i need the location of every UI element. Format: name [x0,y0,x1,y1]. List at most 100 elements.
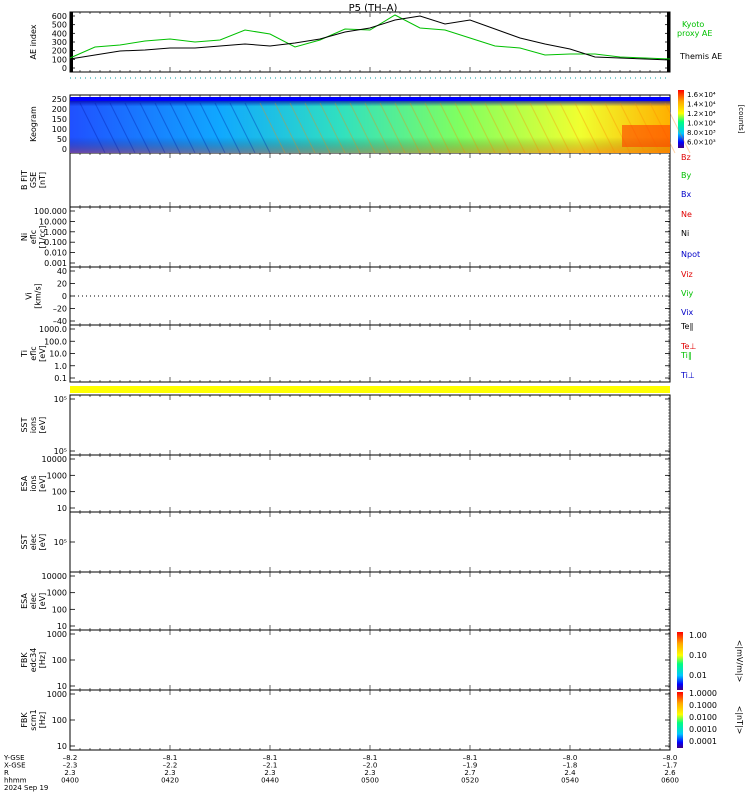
colorbar-tick-label: 0.0010 [689,725,717,734]
y-tick-label: 10.000 [39,217,67,226]
legend-vi: Viz [681,270,693,279]
keogram-colorbar [678,90,684,148]
axis-label-line: GSE [29,172,38,188]
ylabel-fbk2: FBK scm1 [Hz] [20,709,47,730]
panel-frame-bfit [69,152,671,208]
axis-label-line: [eV] [38,345,47,362]
keogram-streak [139,102,166,154]
y-tick-label: 10 [57,504,67,513]
axis-label-line: AE index [29,24,38,59]
axis-label-line: [km/s] [34,283,43,309]
x-tick-label: –8.1 [163,754,178,762]
x-tick-label: –2.3 [63,762,78,770]
colorbar-tick-label: 1.0000 [689,689,717,698]
axis-label-line: [eV] [38,417,47,434]
keogram-streak [469,102,496,154]
ylabel-esa2: ESA elec [eV] [20,593,47,610]
axis-label-line: scm1 [29,709,38,730]
x-tick-label: 0600 [661,777,679,785]
panel-frame-ni [69,206,671,268]
legend-kyoto: Kyoto [682,20,704,29]
colorbar-label: <|nT|> [735,706,744,735]
y-tick-label: 250 [52,95,67,104]
y-tick-label: 10000 [42,572,67,581]
colorbar-tick-label: 0.0100 [689,713,717,722]
axis-label-line: [Hz] [38,712,47,728]
panel-frame-esa2 [69,571,671,631]
ylabel-keogram: Keogram [29,106,38,142]
axis-label-line: edc34 [29,648,38,673]
panel-frame-fbk1 [69,629,671,691]
legend-themis: Themis AE [679,52,722,61]
keogram-streak [199,102,226,154]
keogram-streak [244,102,271,154]
keogram-streak [94,102,121,154]
kyoto-ae-line [69,14,671,60]
panel-frame-fbk2 [69,689,671,751]
y-tick-label: –40 [53,317,67,326]
ae-left-bar [70,12,73,72]
axis-label-line: [1/cc] [38,226,47,249]
axis-label-line: [eV] [38,475,47,492]
legend-vi: Viy [681,289,694,298]
keogram-streak [544,102,571,154]
keogram-streak [229,102,256,154]
keogram-streak [214,102,241,154]
ylabel-ni: Ni eflc [1/cc] [20,226,47,249]
keogram-streak [274,102,301,154]
y-tick-label: 0 [62,64,67,73]
y-tick-label: 0.001 [44,259,67,268]
keogram-streak [169,102,196,154]
keogram-streak [184,102,211,154]
ae-lines [69,14,671,61]
fbk-e-colorbar [677,632,683,690]
keogram-streak [304,102,331,154]
panel-frame-sst1 [69,394,671,456]
keogram-shading [70,100,670,153]
legend-kyoto: proxy AE [677,29,712,38]
x-tick-label: 2.3 [64,769,75,777]
axis-label-line: ions [29,417,38,433]
x-tick-label: 2.7 [464,769,475,777]
ylabel-sst2: SST elec [eV] [20,534,47,551]
y-tick-label: 100 [52,55,67,64]
x-row-label: X-GSE [4,762,26,770]
x-row-label: Y-GSE [3,754,25,762]
keogram-streak [319,102,346,154]
ylabel-esa1: ESA ions [eV] [20,475,47,492]
colorbar-tick-label: 1.4×10⁴ [687,101,716,109]
axis-label-line: [Hz] [38,652,47,668]
axis-label-line: FBK [20,712,29,728]
y-tick-label: 1000 [47,471,67,480]
y-tick-label: 10.0 [49,350,67,359]
legend-bfit: By [681,171,691,180]
y-tick-label: 50 [57,135,67,144]
y-tick-label: 0.1 [54,374,67,383]
panel-frame-sst2 [69,511,671,573]
keogram-streak [439,102,466,154]
x-tick-label: 0520 [461,777,479,785]
y-tick-label: 0 [62,145,67,154]
x-tick-label: –2.0 [363,762,378,770]
panel-frame-ae [69,11,671,73]
x-tick-label: –8.2 [63,754,78,762]
x-tick-label: –8.0 [563,754,578,762]
y-tick-label: 200 [52,105,67,114]
y-tick-label: 1000 [47,589,67,598]
colorbar-tick-label: 1.0×10⁴ [687,120,716,128]
ylabel-fbk1: FBK edc34 [Hz] [20,648,47,673]
plot-title: P5 (TH–A) [349,3,398,14]
y-tick-label: –20 [53,305,67,314]
axis-label-line: [eV] [38,593,47,610]
axis-label-line: [eV] [38,534,47,551]
keogram-streak [349,102,376,154]
keogram-streak [124,102,151,154]
themis-ae-line [69,15,671,61]
legend-bfit: Bz [681,153,691,162]
axis-label-line: FBK [20,652,29,668]
y-tick-label: 100 [52,605,67,614]
y-tick-label: 150 [52,115,67,124]
y-tick-label: 10⁵ [54,538,67,547]
y-tick-label: 10⁵ [54,395,67,404]
y-tick-label: 100.000 [34,207,67,216]
